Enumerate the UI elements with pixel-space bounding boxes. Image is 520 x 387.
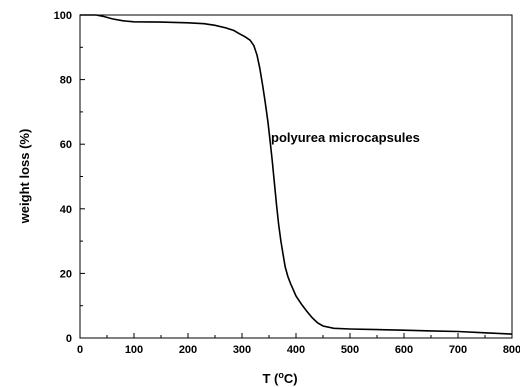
x-axis-ticks: 0 100 200 300 400 500 600 700 800 xyxy=(77,333,520,356)
x-tick-label: 400 xyxy=(287,344,305,356)
x-axis-label-unit: C) xyxy=(284,371,298,386)
x-tick-label: 200 xyxy=(179,344,197,356)
plot-frame xyxy=(79,14,513,339)
series-annotation: polyurea microcapsules xyxy=(271,130,420,145)
x-tick-label: 700 xyxy=(449,344,467,356)
x-tick-label: 600 xyxy=(395,344,413,356)
x-axis-label-main: T ( xyxy=(262,371,279,386)
x-tick-label: 300 xyxy=(233,344,251,356)
x-tick-label: 100 xyxy=(125,344,143,356)
x-tick-label: 800 xyxy=(503,344,520,356)
x-tick-label: 500 xyxy=(341,344,359,356)
y-axis-ticks: 0 20 40 60 80 100 xyxy=(54,10,85,345)
x-axis-label-degree: o xyxy=(278,370,284,380)
x-axis-label: T (oC) xyxy=(262,370,297,386)
series-line-polyurea xyxy=(80,14,513,335)
y-tick-label: 40 xyxy=(60,204,72,216)
y-tick-label: 20 xyxy=(60,268,72,280)
y-tick-label: 0 xyxy=(66,333,72,345)
y-tick-label: 80 xyxy=(60,75,72,87)
y-tick-label: 60 xyxy=(60,139,72,151)
x-tick-label: 0 xyxy=(77,344,83,356)
y-tick-label: 100 xyxy=(54,10,72,22)
y-axis-label: weight loss (%) xyxy=(17,129,32,225)
